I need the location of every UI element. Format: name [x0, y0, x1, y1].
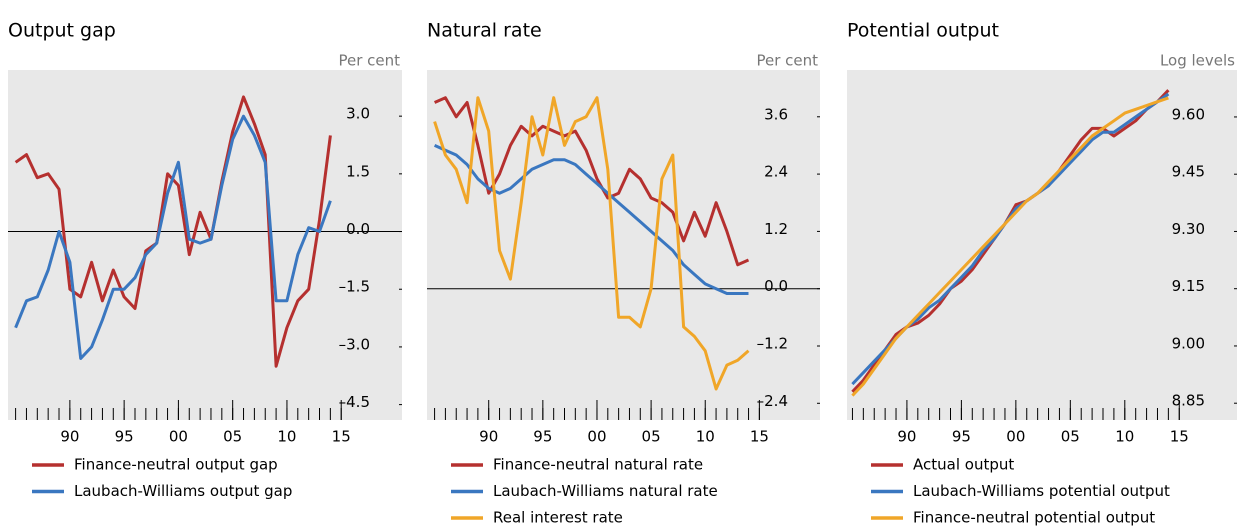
legend-label: Real interest rate	[493, 509, 623, 527]
unit-label: Per cent	[756, 52, 818, 70]
series-line	[433, 96, 750, 391]
x-tick-label: 90	[479, 428, 498, 446]
y-tick-label: –1.5	[339, 278, 370, 296]
y-tick-label: 2.4	[764, 163, 788, 181]
legend-label: Laubach-Williams natural rate	[493, 482, 718, 500]
x-tick-label: 15	[332, 428, 351, 446]
y-tick-label: 9.30	[1172, 220, 1205, 238]
x-tick-label: 95	[952, 428, 971, 446]
legend-label: Finance-neutral output gap	[74, 456, 278, 474]
y-tick-label: 9.00	[1172, 334, 1205, 352]
x-tick-label: 95	[533, 428, 552, 446]
series-line	[433, 144, 749, 295]
y-tick-label: 9.45	[1172, 163, 1205, 181]
x-tick-label: 05	[1061, 428, 1080, 446]
x-tick-label: 90	[897, 428, 916, 446]
y-tick-label: 3.0	[346, 105, 370, 123]
y-tick-label: 8.85	[1172, 392, 1205, 410]
x-tick-label: 10	[277, 428, 296, 446]
plot-area	[427, 70, 820, 420]
series-line	[851, 96, 1169, 397]
y-tick-label: 3.6	[764, 105, 788, 123]
y-tick-label: –2.4	[757, 392, 788, 410]
legend-label: Finance-neutral natural rate	[493, 456, 703, 474]
plot-area	[847, 70, 1237, 420]
legend-label: Finance-neutral potential output	[913, 509, 1155, 527]
x-tick-label: 00	[1006, 428, 1025, 446]
x-tick-label: 05	[642, 428, 661, 446]
x-tick-label: 95	[115, 428, 134, 446]
x-tick-label: 00	[169, 428, 188, 446]
x-tick-label: 10	[696, 428, 715, 446]
x-tick-label: 05	[223, 428, 242, 446]
y-tick-label: 0.0	[346, 220, 370, 238]
chart-title: Natural rate	[427, 20, 542, 42]
series-line	[14, 114, 332, 360]
y-tick-label: –4.5	[339, 393, 370, 411]
x-tick-label: 15	[750, 428, 769, 446]
y-tick-label: –1.2	[757, 334, 788, 352]
x-tick-label: 15	[1170, 428, 1189, 446]
legend-label: Laubach-Williams output gap	[74, 482, 292, 500]
y-tick-label: 1.2	[764, 220, 788, 238]
x-tick-label: 00	[587, 428, 606, 446]
y-tick-label: 1.5	[346, 162, 370, 180]
y-tick-label: 0.0	[764, 277, 788, 295]
chart-title: Potential output	[847, 20, 999, 42]
y-tick-label: 9.60	[1172, 105, 1205, 123]
legend-label: Laubach-Williams potential output	[913, 482, 1170, 500]
x-tick-label: 10	[1115, 428, 1134, 446]
plot-area	[8, 70, 402, 420]
unit-label: Log levels	[1160, 52, 1235, 70]
legend-label: Actual output	[913, 456, 1014, 474]
y-tick-label: –3.0	[339, 335, 370, 353]
x-tick-label: 90	[60, 428, 79, 446]
y-tick-label: 9.15	[1172, 277, 1205, 295]
unit-label: Per cent	[338, 52, 400, 70]
chart-title: Output gap	[8, 20, 116, 42]
